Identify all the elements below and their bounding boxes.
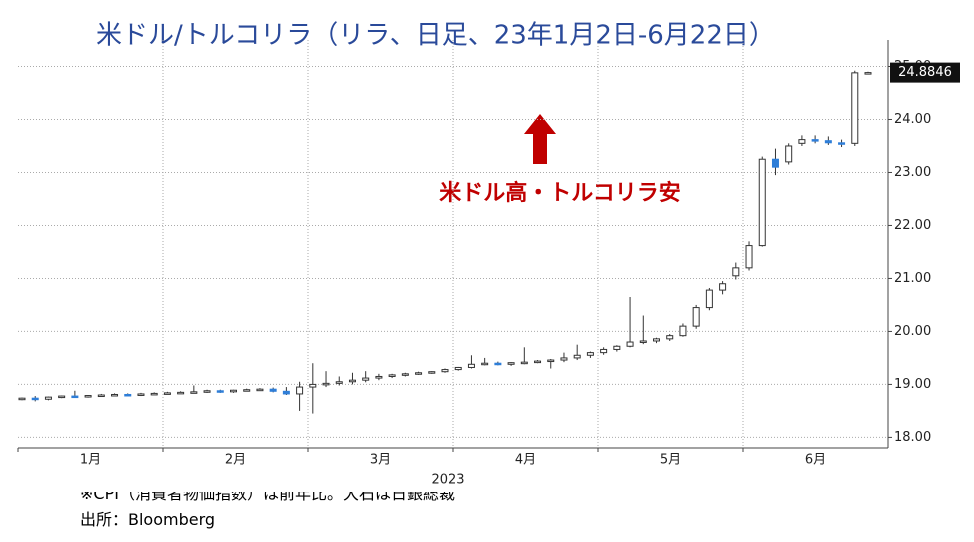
candle-body	[745, 245, 753, 269]
candle-body	[547, 359, 555, 363]
candle-body	[666, 335, 674, 340]
candle-body	[653, 338, 660, 342]
y-tick-label: 23.00	[894, 165, 931, 180]
last-price-label: 24.8846	[898, 65, 952, 80]
candle-body	[771, 158, 779, 168]
x-axis-year: 2023	[431, 473, 464, 488]
x-tick-label: 6月	[805, 453, 826, 468]
y-tick-label: 21.00	[894, 271, 931, 286]
candle-body	[388, 374, 396, 377]
x-tick-label: 1月	[80, 453, 101, 468]
candle-body	[71, 395, 79, 399]
candle-body	[97, 394, 105, 398]
candle-body	[507, 362, 515, 365]
candle-body	[190, 391, 198, 394]
y-tick-label: 24.00	[894, 112, 931, 127]
x-tick-label: 4月	[515, 453, 536, 468]
candle-body	[216, 390, 224, 393]
footnote: ※CPI（消費者物価指数）は前年比。大石は日銀総裁	[80, 484, 455, 503]
candle-body	[348, 379, 356, 383]
candle-body	[296, 386, 304, 395]
x-tick-label: 2月	[225, 453, 246, 468]
candle-body	[124, 393, 132, 397]
candle-body	[692, 307, 700, 327]
candle-body	[520, 361, 528, 365]
candle-body	[203, 390, 211, 393]
x-tick-label: 3月	[370, 453, 391, 468]
candle-body	[600, 348, 608, 354]
candle-body	[256, 388, 264, 392]
candle-body	[335, 381, 343, 384]
candle-body	[758, 158, 766, 247]
candle-body	[375, 375, 383, 379]
annotation: 米ドル高・トルコリラ安	[439, 180, 681, 206]
y-tick-label: 19.00	[894, 377, 931, 392]
y-tick-label: 22.00	[894, 218, 931, 233]
candle-body	[428, 371, 436, 374]
candle-body	[639, 340, 647, 343]
candle-body	[163, 392, 171, 395]
candle-body	[719, 283, 727, 291]
candle-body	[58, 395, 66, 399]
y-tick-label: 20.00	[894, 324, 931, 339]
candle-body	[243, 389, 251, 392]
candle-body	[494, 362, 502, 366]
candle-body	[309, 383, 317, 388]
chart-title: 米ドル/トルコリラ（リラ、日足、23年1月2日-6月22日）	[96, 21, 775, 51]
candle-body	[811, 139, 819, 142]
candle-body	[560, 357, 568, 361]
candle-body	[137, 393, 145, 396]
last-price-box	[890, 62, 960, 83]
candle-body	[362, 377, 370, 381]
candle-body	[84, 395, 92, 398]
candle-body	[586, 352, 594, 356]
chart: 米ドル/トルコリラ（リラ、日足、23年1月2日-6月22日） 米ドル高・トルコリ…	[17, 21, 960, 488]
candle-body	[150, 392, 158, 396]
candle-body	[626, 341, 634, 347]
candle-body	[679, 325, 687, 337]
candle-body	[269, 388, 277, 392]
candle-body	[481, 362, 489, 366]
candle-body	[851, 72, 859, 144]
candle-body	[785, 145, 793, 163]
candle-body	[111, 393, 119, 397]
candle-body	[230, 389, 237, 393]
candle-body	[573, 354, 581, 359]
candle-body	[824, 140, 832, 144]
candle-body	[864, 72, 872, 75]
candle-body	[705, 289, 713, 309]
arrow	[524, 114, 556, 164]
candle-body	[401, 373, 409, 376]
candle-body	[534, 360, 542, 364]
candle-body	[31, 397, 39, 401]
candle-body	[177, 391, 185, 395]
footnote: 出所：Bloomberg	[80, 510, 216, 529]
x-tick-label: 5月	[660, 453, 681, 468]
candle-body	[441, 369, 449, 373]
candle-body	[798, 139, 806, 144]
candle-body	[467, 363, 475, 368]
y-tick-label: 18.00	[894, 430, 931, 445]
candle-body	[415, 372, 423, 375]
candle-body	[838, 142, 846, 145]
candle-body	[732, 267, 740, 277]
candle-body	[454, 366, 462, 371]
candle-body	[44, 396, 52, 400]
candle-body	[322, 382, 330, 386]
candle-body	[282, 390, 290, 395]
candle-body	[613, 345, 621, 350]
candle-body	[18, 397, 26, 401]
